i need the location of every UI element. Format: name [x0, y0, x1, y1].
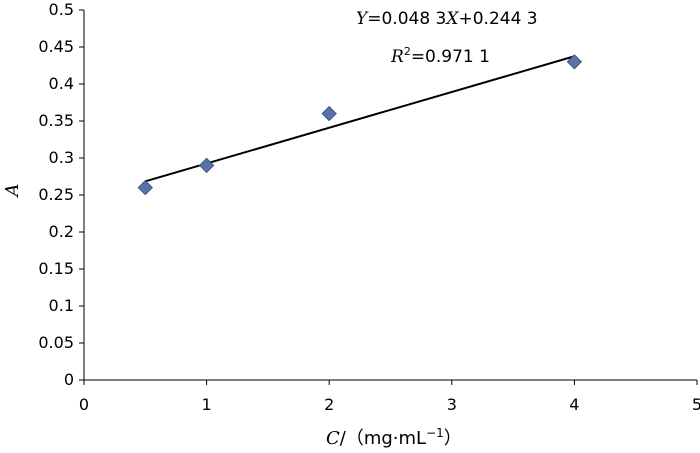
- data-point: [198, 157, 215, 174]
- y-tick-label: 0.5: [49, 0, 74, 19]
- x-tick-label: 0: [79, 395, 89, 414]
- y-tick-label: 0.4: [49, 74, 74, 93]
- data-points: [137, 54, 583, 196]
- x-axis-title: C/（mg·mL−1）: [326, 426, 462, 449]
- y-tick-label: 0.2: [49, 222, 74, 241]
- y-tick-label: 0.35: [38, 111, 74, 130]
- x-tick-label: 5: [692, 395, 700, 414]
- y-tick-label: 0.25: [38, 185, 74, 204]
- y-tick-label: 0: [64, 370, 74, 389]
- data-point: [137, 179, 154, 196]
- y-tick-label: 0.15: [38, 259, 74, 278]
- equation-label: Y=0.048 3X+0.244 3: [356, 9, 538, 29]
- y-tick-label: 0.3: [49, 148, 74, 167]
- y-axis-ticks: 0 0.05 0.1 0.15 0.2 0.25 0.3 0.35 0.4 0.45 0.5: [38, 0, 84, 389]
- x-tick-label: 1: [202, 395, 212, 414]
- data-point: [321, 105, 337, 122]
- x-axis-ticks: 0 1 2 3 4 5: [79, 380, 700, 414]
- data-point: [566, 54, 583, 70]
- trendline: [145, 55, 575, 183]
- r-squared-label: R2=0.971 1: [390, 45, 490, 67]
- y-axis-title: A: [2, 184, 23, 199]
- x-tick-label: 2: [324, 395, 334, 414]
- y-tick-label: 0.45: [38, 37, 74, 56]
- x-tick-label: 4: [569, 395, 579, 414]
- x-tick-label: 3: [447, 395, 457, 414]
- y-tick-label: 0.1: [49, 296, 74, 315]
- y-tick-label: 0.05: [38, 333, 74, 352]
